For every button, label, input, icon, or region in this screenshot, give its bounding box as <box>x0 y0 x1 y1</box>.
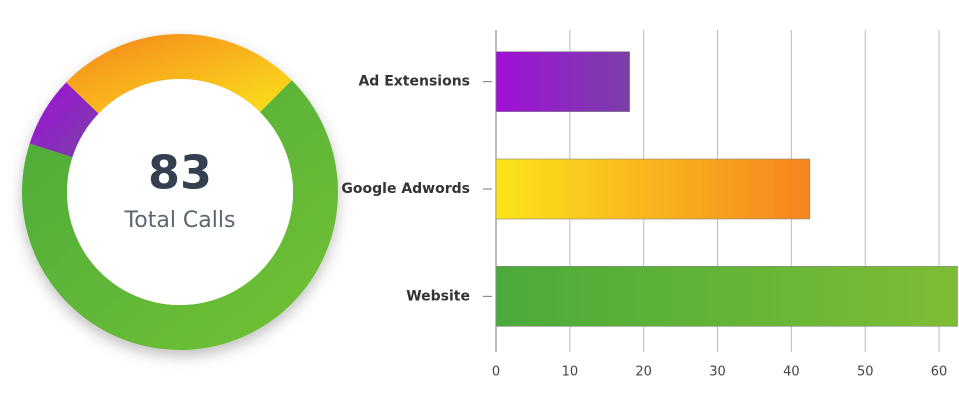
donut-segment <box>66 34 292 114</box>
x-tick-label: 10 <box>562 365 579 380</box>
x-tick-label: 0 <box>492 365 500 380</box>
y-tick-label: Website <box>406 288 470 304</box>
x-tick-label: 30 <box>709 365 726 380</box>
y-tick-label: Ad Extensions <box>358 74 470 90</box>
bar <box>495 51 630 112</box>
x-tick-label: 50 <box>857 365 874 380</box>
donut-chart <box>21 34 339 350</box>
x-tick-label: 60 <box>931 365 948 380</box>
bar <box>495 266 958 327</box>
donut-hole <box>67 79 293 305</box>
bar-chart: 0 10 20 30 40 50 60 Ad Extensions Google Adwords… <box>341 30 958 380</box>
total-label: Total Calls <box>124 208 236 233</box>
x-tick-label: 40 <box>783 365 800 380</box>
x-tick-label: 20 <box>635 365 652 380</box>
y-tick-label: Google Adwords <box>341 181 470 197</box>
donut-segment <box>21 80 339 350</box>
total-value: 83 <box>148 146 212 200</box>
bar <box>495 158 811 220</box>
donut-segment <box>29 82 99 158</box>
